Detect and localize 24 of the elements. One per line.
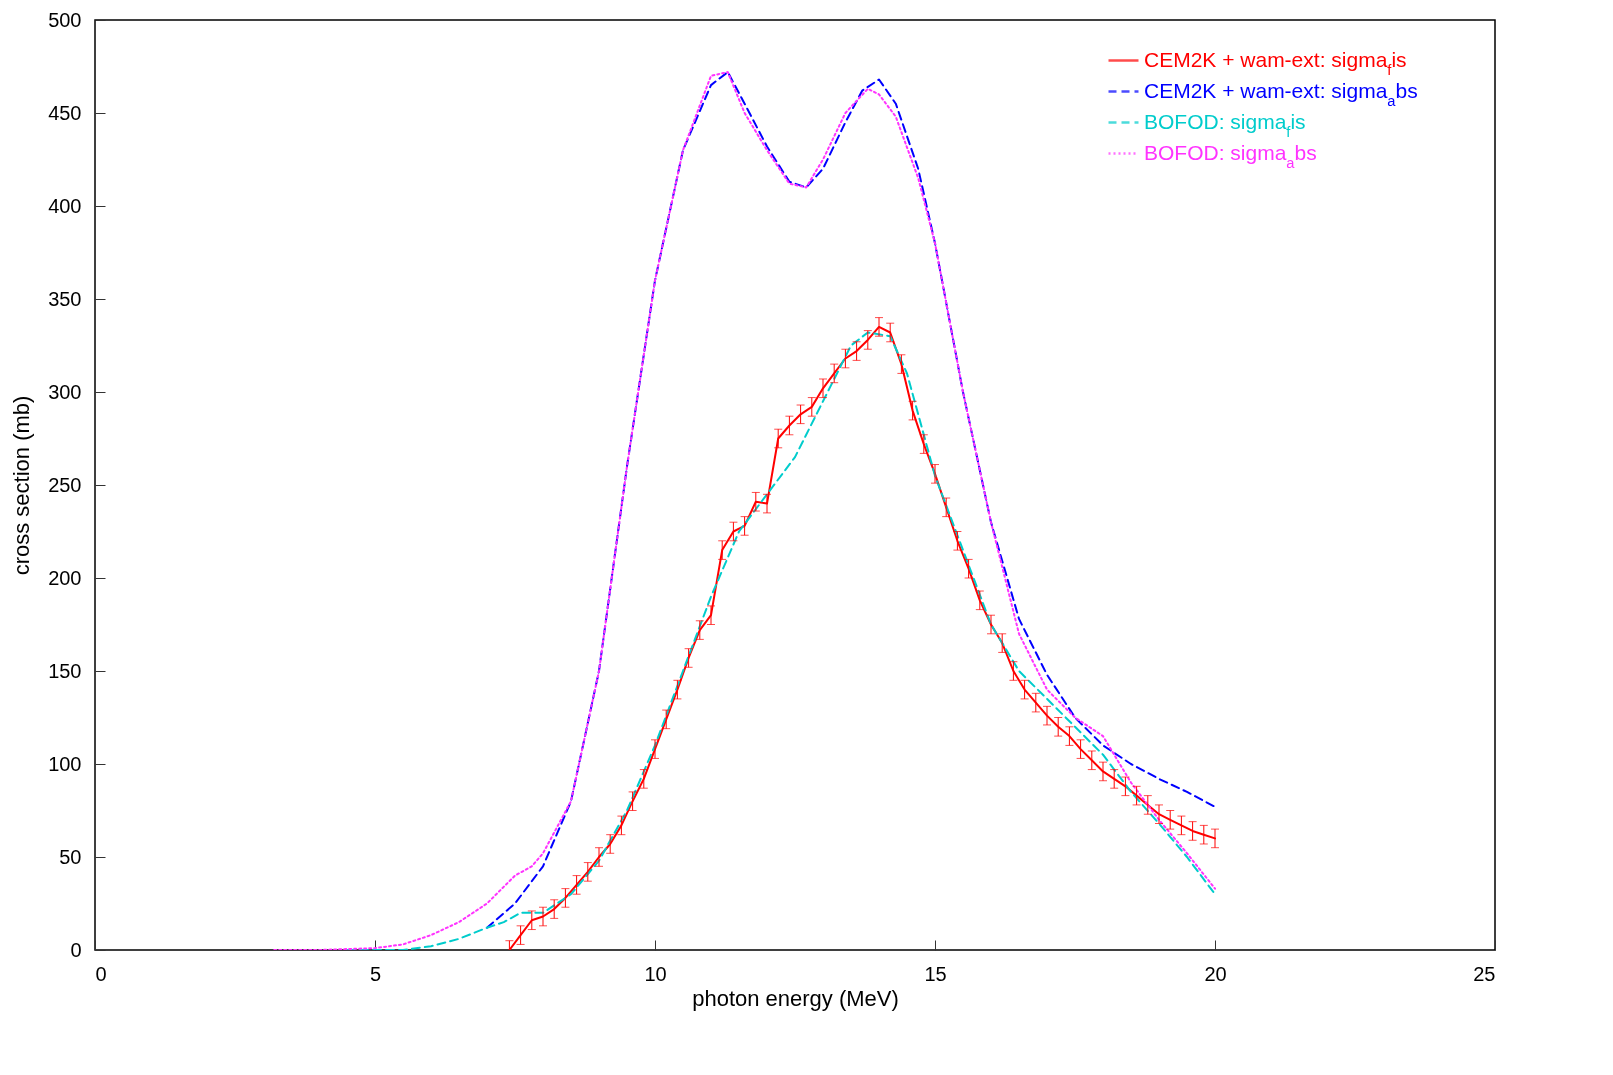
x-tick-label: 0 xyxy=(95,962,107,985)
y-tick-label: 150 xyxy=(48,659,82,682)
x-tick-label: 15 xyxy=(924,962,947,985)
x-tick-label: 20 xyxy=(1204,962,1227,985)
y-tick-label: 300 xyxy=(48,380,82,403)
y-tick-label: 400 xyxy=(48,194,82,217)
x-axis-title: photon energy (MeV) xyxy=(692,985,899,1011)
x-tick-label: 5 xyxy=(369,962,382,985)
legend-label: CEM2K + wam-ext: sigma$_{f}$is xyxy=(1144,47,1407,78)
x-tick-label: 10 xyxy=(644,962,667,985)
y-tick-label: 500 xyxy=(48,8,82,31)
legend-label: BOFOD: sigma$_{a}$bs xyxy=(1144,140,1317,171)
y-tick-label: 50 xyxy=(59,845,82,868)
legend-label: BOFOD: sigma$_{f}$is xyxy=(1144,109,1306,140)
y-tick-label: 100 xyxy=(48,752,82,775)
y-tick-label: 450 xyxy=(48,101,82,124)
y-axis-title: cross section (mb) xyxy=(9,395,35,576)
y-tick-label: 200 xyxy=(48,566,82,589)
y-tick-label: 0 xyxy=(70,938,82,961)
legend-label: CEM2K + wam-ext: sigma$_{a}$bs xyxy=(1144,78,1418,109)
y-tick-label: 350 xyxy=(48,287,82,310)
y-tick-label: 250 xyxy=(48,473,82,496)
x-tick-label: 25 xyxy=(1473,962,1496,985)
line-series xyxy=(346,331,1216,950)
